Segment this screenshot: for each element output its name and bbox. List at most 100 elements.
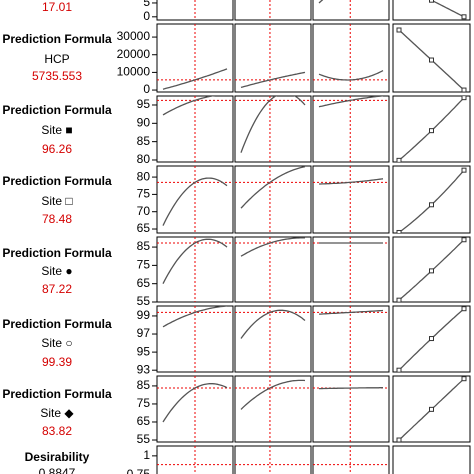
response-curve — [162, 306, 228, 328]
row-value: 83.82 — [42, 424, 72, 438]
y-tick-label: 90 — [137, 115, 151, 129]
y-tick-label: 80 — [137, 152, 151, 166]
curve-marker — [429, 336, 434, 342]
response-curve — [319, 309, 384, 315]
panel — [234, 0, 312, 21]
curve-marker — [396, 297, 402, 302]
y-tick-label: 85 — [137, 134, 151, 148]
curve-marker — [461, 306, 467, 312]
response-curve — [240, 379, 306, 410]
y-tick-label: 0.75 — [127, 467, 151, 474]
row-label: Prediction Formula — [2, 246, 112, 260]
panel-content — [157, 96, 233, 162]
y-tick-label: 99 — [137, 308, 151, 322]
panel — [312, 445, 390, 474]
panel — [234, 165, 312, 234]
panel — [392, 165, 471, 234]
y-tick-label: 70 — [137, 204, 151, 218]
response-curve — [240, 166, 306, 209]
curve-marker — [429, 406, 434, 412]
y-tick-label: 93 — [137, 362, 151, 376]
panel-content — [157, 24, 233, 92]
curve-marker — [429, 202, 434, 208]
y-tick-label: 65 — [137, 276, 151, 290]
panel-content — [396, 27, 467, 92]
response-curve — [240, 237, 305, 257]
row-label: Prediction Formula — [2, 387, 112, 401]
panel-content — [396, 167, 467, 233]
panel-content — [313, 166, 389, 233]
panel-content — [313, 306, 389, 372]
panel-content — [235, 446, 311, 474]
row-sublabel: Site ○ — [41, 336, 72, 350]
panel — [156, 0, 234, 21]
y-tick-label: 95 — [137, 344, 151, 358]
curve-marker — [461, 14, 467, 20]
y-tick-label: 0 — [143, 82, 150, 96]
panel-content — [396, 306, 467, 372]
panel — [312, 95, 390, 163]
panel — [392, 0, 471, 21]
y-tick-label: 30000 — [117, 29, 151, 43]
panel-content — [313, 24, 389, 92]
y-tick-label: 0 — [143, 9, 150, 23]
row-sublabel: HCP — [44, 52, 69, 66]
panel — [392, 23, 471, 93]
curve-marker — [429, 268, 434, 274]
panel-content — [429, 0, 467, 20]
panel-content — [235, 306, 311, 372]
panel — [392, 375, 471, 443]
y-tick-label: 10000 — [117, 65, 151, 79]
panel — [234, 445, 312, 474]
row-label: Prediction Formula — [2, 317, 112, 331]
curve-marker — [396, 27, 402, 33]
row-value: 17.01 — [42, 0, 72, 14]
y-tick-label: 97 — [137, 326, 151, 340]
curve-marker — [461, 167, 467, 173]
response-curve — [240, 96, 306, 153]
y-tick-label: 1 — [143, 448, 150, 462]
y-tick-label: 75 — [137, 258, 151, 272]
row-value: 87.22 — [42, 282, 72, 296]
row-value: 0.8847 — [39, 466, 76, 474]
row-sublabel: Site ● — [41, 264, 72, 278]
panel-content — [235, 166, 311, 233]
y-tick-label: 95 — [137, 97, 151, 111]
panel — [312, 165, 390, 234]
panel-content — [235, 237, 311, 302]
response-curve — [319, 387, 383, 390]
panel-content — [194, 0, 196, 20]
y-tick-label: 85 — [137, 239, 151, 253]
response-curve — [398, 169, 465, 233]
row-sublabel: Site ■ — [41, 123, 72, 137]
panel-content — [396, 237, 467, 302]
panel — [234, 375, 312, 443]
y-tick-label: 75 — [137, 187, 151, 201]
panel — [312, 375, 390, 443]
panel — [392, 95, 471, 163]
panel — [312, 305, 390, 373]
response-curve — [162, 383, 228, 423]
response-curve — [319, 178, 384, 185]
panel — [392, 305, 471, 373]
panel — [392, 445, 471, 474]
y-tick-label: 65 — [137, 221, 151, 235]
panel — [312, 236, 390, 303]
panel-content — [235, 96, 311, 162]
panel-content — [396, 376, 467, 442]
panel-content — [313, 446, 389, 474]
panel — [234, 23, 312, 93]
panel-content — [157, 237, 233, 302]
curve-marker — [429, 0, 434, 3]
y-tick-label: 55 — [137, 294, 151, 308]
panel-content — [313, 376, 389, 442]
curve-marker — [396, 437, 402, 442]
response-curve — [240, 71, 306, 89]
panel-content — [157, 306, 233, 372]
row-value: 78.48 — [42, 212, 72, 226]
panel-content — [396, 96, 467, 162]
response-curve — [318, 96, 384, 108]
response-curve — [162, 177, 228, 226]
y-tick-label: 55 — [137, 432, 151, 446]
panel-content — [157, 376, 233, 442]
